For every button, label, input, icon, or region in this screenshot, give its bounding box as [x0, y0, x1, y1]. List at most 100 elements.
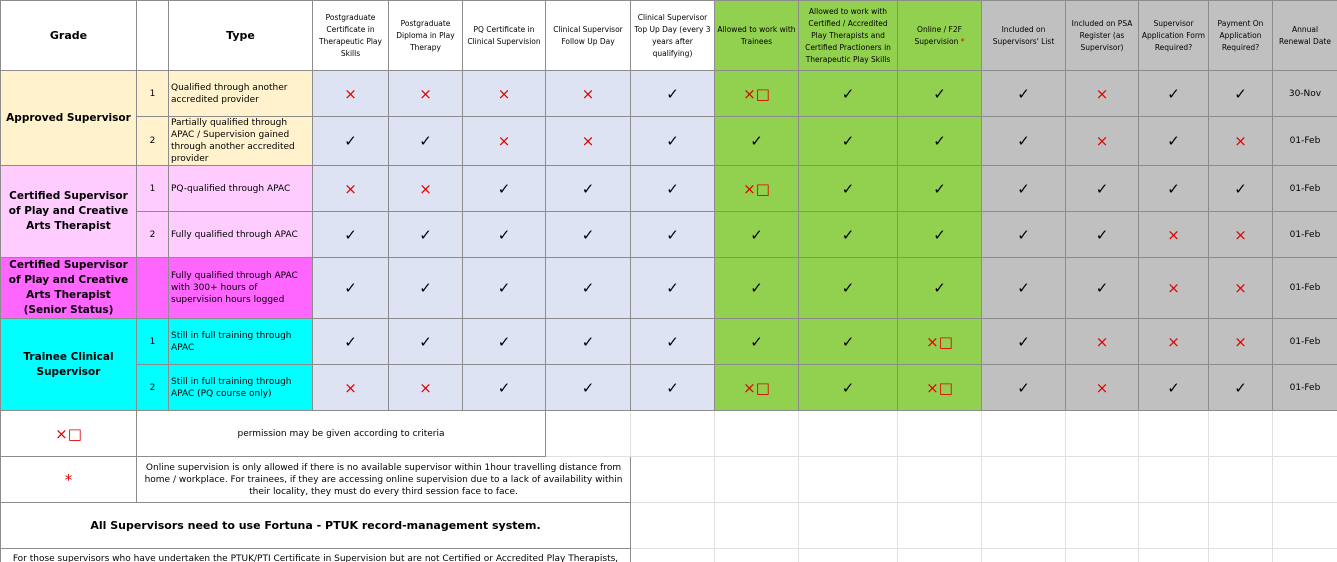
table-row: Grade Type Postgraduate Certificate in The… [0, 0, 1337, 71]
status-symbol: ✓ [388, 318, 463, 365]
status-symbol: ×□ [714, 70, 799, 117]
grade: Approved Supervisor [0, 70, 137, 166]
empty-cell [630, 548, 715, 562]
status-symbol: ✓ [1138, 70, 1209, 117]
status-symbol: × [312, 70, 389, 117]
status-symbol: ×□ [714, 364, 799, 411]
status-symbol: ✓ [545, 364, 631, 411]
empty-cell [714, 410, 799, 457]
empty-cell [798, 456, 898, 503]
empty-cell [1138, 502, 1209, 549]
empty-cell [545, 410, 631, 457]
status-symbol: ✓ [462, 257, 546, 319]
empty-cell [1065, 548, 1139, 562]
status-symbol: × [312, 364, 389, 411]
status-symbol: ✓ [798, 211, 898, 258]
legend-text: permission may be given according to cri… [136, 410, 546, 457]
column-header: Allowed to work with Certified / Accredi… [798, 0, 898, 71]
column-header: Postgraduate Diploma in Play Therapy [388, 0, 463, 71]
status-symbol: ✓ [630, 257, 715, 319]
type: Fully qualified through APAC [168, 211, 313, 258]
status-symbol: × [1138, 318, 1209, 365]
column-header: Payment On Application Required? [1208, 0, 1273, 71]
column-header: Supervisor Application Form Required? [1138, 0, 1209, 71]
status-symbol: ✓ [897, 116, 982, 166]
type: Still in full training through APAC (PQ … [168, 364, 313, 411]
status-symbol: × [545, 116, 631, 166]
empty-cell [1208, 548, 1273, 562]
table-row: 2 Fully qualified through APAC ✓ ✓ ✓ ✓ ✓ ✓ ✓ ✓ ✓ ✓ ×… [1, 211, 1337, 258]
status-symbol: ✓ [1208, 165, 1273, 212]
empty-cell [897, 548, 982, 562]
empty-cell [1065, 502, 1139, 549]
empty-cell [630, 410, 715, 457]
status-symbol: ✓ [1138, 165, 1209, 212]
status-symbol: ✓ [714, 318, 799, 365]
renewal-date: 01-Feb [1272, 257, 1337, 319]
empty-cell [714, 502, 799, 549]
status-symbol: ×□ [897, 364, 982, 411]
renewal-date: 30-Nov [1272, 70, 1337, 117]
status-symbol: ✓ [312, 257, 389, 319]
status-symbol: ✓ [1138, 364, 1209, 411]
header-number [136, 0, 169, 71]
grade: Certified Supervisor of Play and Creativ… [0, 165, 137, 258]
status-symbol: ✓ [462, 165, 546, 212]
status-symbol: ✓ [798, 165, 898, 212]
empty-cell [1208, 502, 1273, 549]
row-number: 1 [136, 70, 169, 117]
status-symbol: ✓ [388, 257, 463, 319]
table-row: Certified Supervisor of Play and Creativ… [0, 257, 1337, 319]
note-marker: * [958, 36, 965, 46]
status-symbol: ✓ [630, 70, 715, 117]
header-type: Type [168, 0, 313, 71]
renewal-date: 01-Feb [1272, 165, 1337, 212]
status-symbol: × [388, 364, 463, 411]
status-symbol: × [1138, 211, 1209, 258]
header-grade: Grade [0, 0, 137, 71]
status-symbol: ✓ [1208, 364, 1273, 411]
table-row: For those supervisors who have undertake… [0, 548, 1337, 562]
status-symbol: ✓ [388, 116, 463, 166]
column-header: Allowed to work with Trainees [714, 0, 799, 71]
status-symbol: ✓ [981, 116, 1066, 166]
status-symbol: ✓ [630, 364, 715, 411]
status-symbol: ✓ [798, 70, 898, 117]
status-symbol: ✓ [388, 211, 463, 258]
status-symbol: ✓ [545, 318, 631, 365]
status-symbol: × [462, 70, 546, 117]
grade: Trainee Clinical Supervisor [0, 318, 137, 411]
row-number: 2 [136, 116, 169, 166]
empty-cell [981, 548, 1066, 562]
status-symbol: ✓ [630, 116, 715, 166]
empty-cell [981, 502, 1066, 549]
column-header: PQ Certificate in Clinical Supervision [462, 0, 546, 71]
row-number: 1 [136, 165, 169, 212]
status-symbol: ✓ [1065, 211, 1139, 258]
status-symbol: × [1208, 257, 1273, 319]
banner: All Supervisors need to use Fortuna - PT… [0, 502, 631, 549]
online-note: Online supervision is only allowed if th… [136, 456, 631, 503]
status-symbol: × [1208, 116, 1273, 166]
status-symbol: ✓ [545, 257, 631, 319]
status-symbol: ✓ [798, 257, 898, 319]
empty-cell [897, 456, 982, 503]
column-header: Online / F2F Supervision * [897, 0, 982, 71]
table-row: * Online supervision is only allowed if t… [0, 456, 1337, 503]
empty-cell [1272, 548, 1337, 562]
type: Fully qualified through APAC with 300+ h… [168, 257, 313, 319]
status-symbol: ✓ [981, 318, 1066, 365]
status-symbol: ✓ [897, 165, 982, 212]
status-symbol: ✓ [1208, 70, 1273, 117]
empty-cell [1272, 456, 1337, 503]
empty-cell [897, 410, 982, 457]
renewal-date: 01-Feb [1272, 211, 1337, 258]
empty-cell [714, 548, 799, 562]
status-symbol: × [312, 165, 389, 212]
status-symbol: × [1065, 364, 1139, 411]
column-header: Clinical Supervisor Top Up Day (every 3 … [630, 0, 715, 71]
status-symbol: ✓ [897, 257, 982, 319]
empty-cell [798, 502, 898, 549]
empty-cell [630, 456, 715, 503]
